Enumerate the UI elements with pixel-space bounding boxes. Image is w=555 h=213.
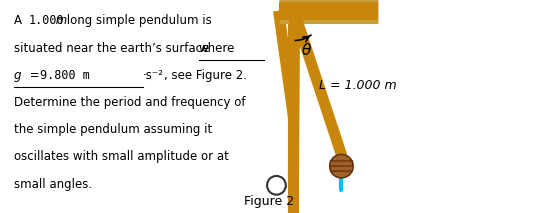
- Text: small angles.: small angles.: [13, 178, 92, 191]
- Circle shape: [330, 154, 353, 178]
- Text: the simple pendulum assuming it: the simple pendulum assuming it: [13, 123, 212, 136]
- Text: g: g: [13, 69, 21, 82]
- Text: m: m: [52, 14, 67, 27]
- Text: , see Figure 2.: , see Figure 2.: [164, 69, 247, 82]
- Text: A: A: [13, 14, 26, 27]
- Text: θ: θ: [301, 43, 311, 58]
- Text: ·s⁻²: ·s⁻²: [143, 69, 164, 82]
- Text: Figure 2: Figure 2: [244, 195, 295, 208]
- Text: oscillates with small amplitude or at: oscillates with small amplitude or at: [13, 150, 229, 163]
- Text: Determine the period and frequency of: Determine the period and frequency of: [13, 96, 245, 109]
- Text: 9.800 m: 9.800 m: [40, 69, 90, 82]
- Text: situated near the earth’s surface: situated near the earth’s surface: [13, 42, 213, 55]
- Text: =: =: [26, 69, 43, 82]
- Text: long simple pendulum is: long simple pendulum is: [63, 14, 211, 27]
- Text: where: where: [199, 42, 235, 55]
- Text: L = 1.000 m: L = 1.000 m: [319, 79, 396, 92]
- Text: 1.000: 1.000: [28, 14, 64, 27]
